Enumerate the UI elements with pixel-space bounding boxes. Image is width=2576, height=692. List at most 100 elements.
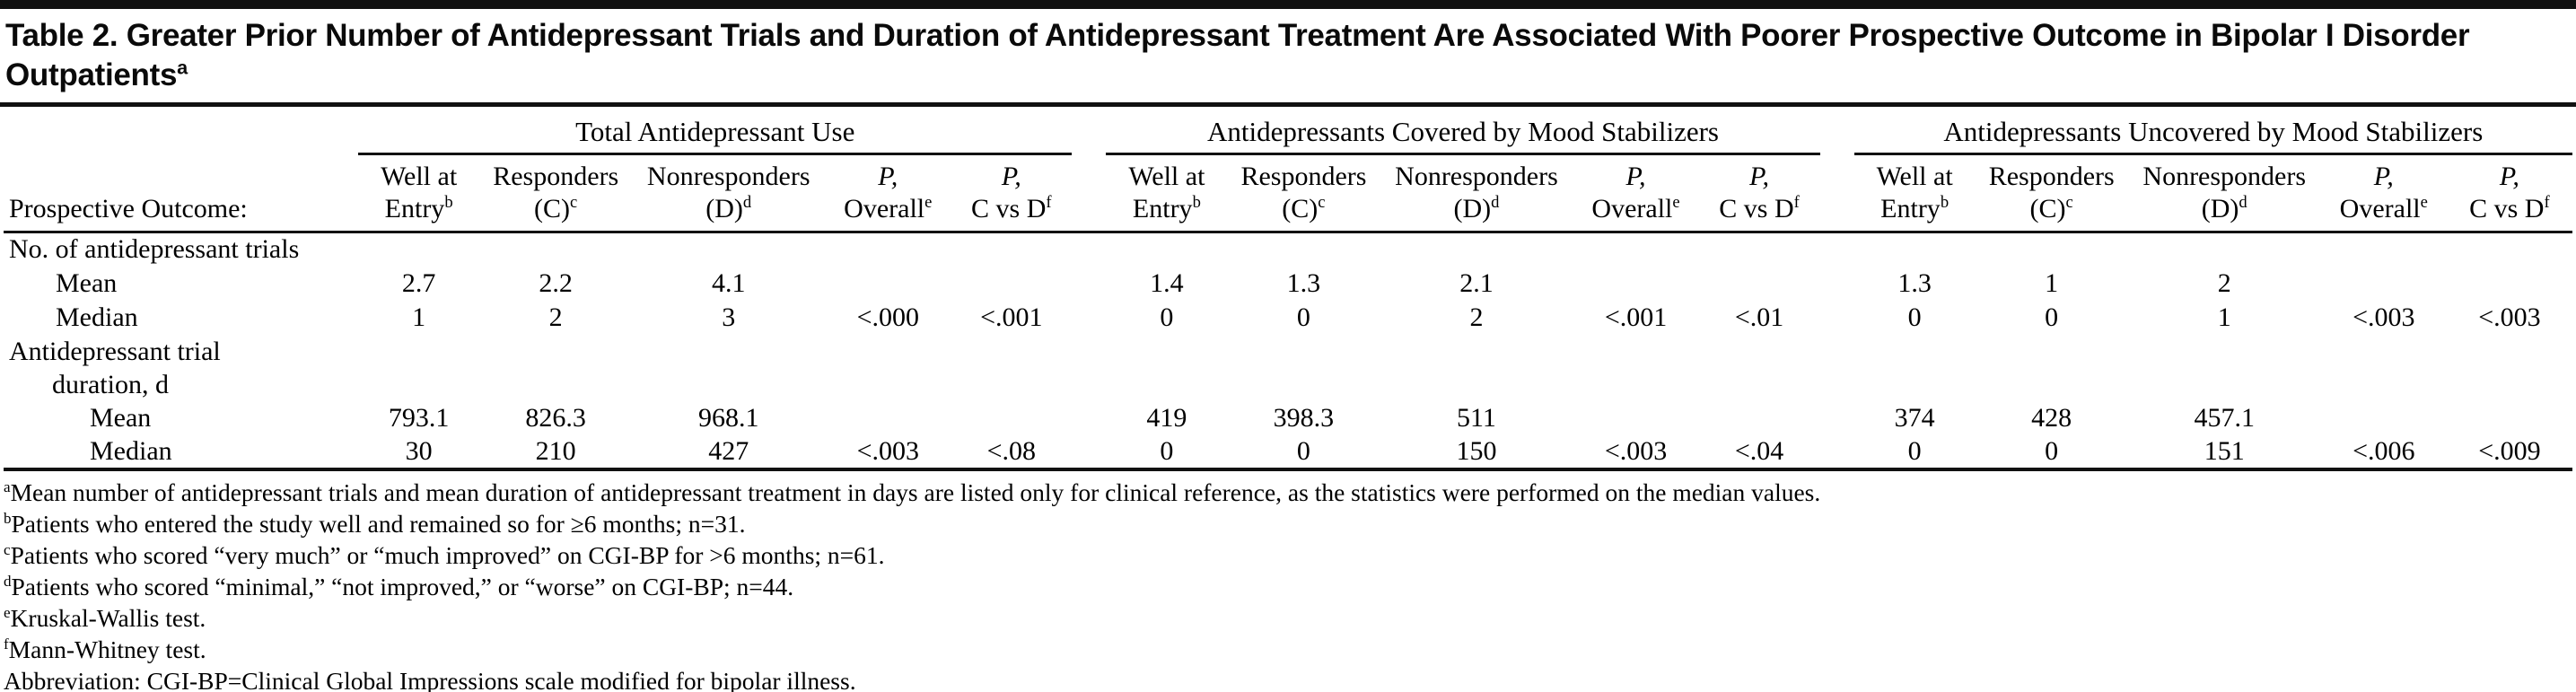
group-gap (1072, 435, 1106, 469)
col-header-well-at-entry: Well at Entryb (358, 153, 480, 233)
data-cell: 398.3 (1273, 402, 1335, 433)
footnote-c: cPatients who scored “very much” or “muc… (4, 540, 885, 569)
data-cell: 0 (2045, 435, 2059, 466)
col-header-p-overall: P, Overalle (2320, 153, 2447, 233)
data-cell (951, 401, 1072, 435)
col-header-nonresponders: Nonresponders (D)d (632, 153, 826, 233)
data-cell: 0 (1907, 302, 1922, 332)
data-cell (825, 401, 951, 435)
data-cell: 1.4 (1150, 267, 1184, 298)
col-header-responders: Responders (C)c (1227, 153, 1380, 233)
table-row-mean-trials: Mean 2.7 2.2 4.1 1.4 1.3 2.1 1.3 1 2 (4, 267, 2572, 301)
data-cell: 428 (2031, 402, 2072, 433)
data-cell: 511 (1457, 402, 1496, 433)
table-title: Table 2. Greater Prior Number of Antidep… (5, 16, 2571, 95)
group-header-covered-by-mood-stabilizers: Antidepressants Covered by Mood Stabiliz… (1106, 109, 1820, 155)
group-gap (1072, 267, 1106, 301)
col-header-well-at-entry: Well at Entryb (1106, 153, 1228, 233)
table-row-median-duration: Median 30 210 427 <.003 <.08 0 0 150 <.0… (4, 435, 2572, 469)
top-rule (0, 0, 2576, 9)
footnote-d: dPatients who scored “minimal,” “not imp… (4, 572, 794, 600)
footnote-b: bPatients who entered the study well and… (4, 509, 746, 538)
data-cell: 2 (2217, 267, 2231, 298)
data-cell: <.009 (2478, 435, 2541, 466)
col-header-p-c-vs-d: P, C vs Df (1698, 153, 1820, 233)
row-label-median: Median (56, 302, 138, 332)
data-cell: 2.7 (401, 267, 436, 298)
group-gap (1072, 301, 1106, 335)
data-cell: 0 (1296, 435, 1310, 466)
row-label-mean: Mean (56, 267, 118, 298)
data-cell: 151 (2204, 435, 2245, 466)
table-title-line1: Table 2. Greater Prior Number of Antidep… (5, 18, 2470, 53)
section-row: Antidepressant trial duration, d (4, 335, 2572, 401)
data-cell: 4.1 (711, 267, 746, 298)
col-header-responders: Responders (C)c (1975, 153, 2128, 233)
data-cell: <.003 (2478, 302, 2541, 332)
col-header-nonresponders: Nonresponders (D)d (2127, 153, 2321, 233)
data-cell: <.000 (856, 302, 919, 332)
data-cell (1573, 401, 1699, 435)
col-header-well-at-entry: Well at Entryb (1853, 153, 1976, 233)
data-cell: <.01 (1734, 302, 1784, 332)
footnote-e: eKruskal-Wallis test. (4, 603, 206, 632)
data-cell (2321, 401, 2447, 435)
data-cell: 374 (1894, 402, 1935, 433)
section-label-line2: duration, d (52, 369, 169, 399)
data-cell: 0 (1160, 435, 1174, 466)
data-cell: 0 (2045, 302, 2059, 332)
group-gap (1820, 109, 1854, 154)
data-cell: 1 (2045, 267, 2059, 298)
group-gap (1820, 401, 1854, 435)
group-header-row: Total Antidepressant Use Antidepressants… (4, 109, 2572, 155)
table-title-line2: Outpatientsa (5, 56, 2571, 95)
data-cell: 0 (1296, 302, 1310, 332)
data-cell: <.001 (980, 302, 1043, 332)
data-cell (2447, 401, 2572, 435)
table-row-median-trials: Median 1 2 3 <.000 <.001 0 0 2 <.001 <.0… (4, 301, 2572, 335)
data-cell: 1 (2217, 302, 2231, 332)
section-label-antidepressant-trials: No. of antidepressant trials (9, 234, 300, 265)
data-cell (1573, 267, 1699, 301)
footnote-abbreviation: Abbreviation: CGI-BP=Clinical Global Imp… (4, 666, 856, 692)
stub-spacer (4, 109, 358, 154)
data-cell: 0 (1160, 302, 1174, 332)
stub-header-prospective-outcome: Prospective Outcome: (4, 153, 359, 233)
data-cell: 2.1 (1459, 267, 1494, 298)
data-cell: 2.2 (539, 267, 573, 298)
data-cell: 2 (1469, 302, 1484, 332)
section-label-trial-duration: Antidepressant trial duration, d (4, 335, 2572, 401)
data-cell (1699, 401, 1820, 435)
row-label-median: Median (90, 435, 172, 466)
group-gap (1072, 109, 1106, 154)
data-cell: <.04 (1734, 435, 1784, 466)
data-cell: <.08 (986, 435, 1037, 466)
data-cell: 1.3 (1897, 267, 1932, 298)
col-header-nonresponders: Nonresponders (D)d (1380, 153, 1573, 233)
data-cell: <.006 (2353, 435, 2415, 466)
data-cell: <.003 (856, 435, 919, 466)
data-cell: 826.3 (525, 402, 586, 433)
group-gap (1072, 401, 1106, 435)
section-label-line1: Antidepressant trial (9, 336, 221, 366)
footnotes-block: aMean number of antidepressant trials an… (4, 477, 2572, 692)
data-cell: 457.1 (2194, 402, 2255, 433)
data-cell: 1 (412, 302, 426, 332)
data-cell: <.003 (1604, 435, 1668, 466)
data-cell: 968.1 (697, 402, 759, 433)
col-header-p-overall: P, Overalle (1573, 153, 1699, 233)
column-header-row: Prospective Outcome: Well at Entryb Respo… (4, 153, 2572, 233)
col-header-p-overall: P, Overalle (825, 153, 951, 233)
col-header-responders: Responders (C)c (479, 153, 633, 233)
group-gap (1820, 435, 1854, 469)
data-cell: 30 (405, 435, 433, 466)
row-label-mean: Mean (90, 402, 152, 433)
data-cell: 2 (548, 302, 563, 332)
data-cell: 1.3 (1286, 267, 1321, 298)
data-cell: <.001 (1604, 302, 1668, 332)
data-cell: 150 (1456, 435, 1497, 466)
group-gap (1820, 267, 1854, 301)
group-gap (1072, 153, 1107, 233)
title-footnote-marker: a (177, 56, 188, 79)
data-cell (951, 267, 1072, 301)
